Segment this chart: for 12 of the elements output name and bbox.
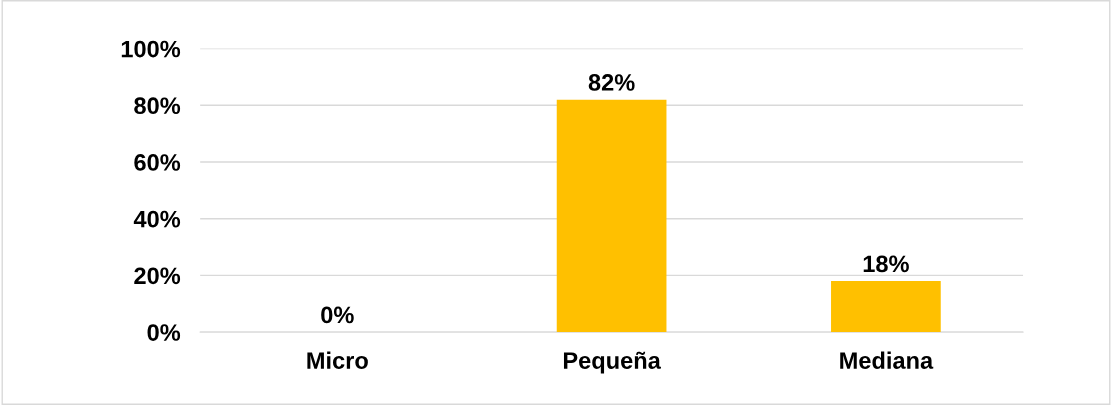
x-tick-label: Micro xyxy=(307,351,368,369)
y-tick-label: 60% xyxy=(134,154,181,171)
x-tick-label: Pequeña xyxy=(563,351,661,374)
y-tick-label: 0% xyxy=(147,324,181,341)
data-label: 0% xyxy=(321,306,354,324)
y-tick-label: 20% xyxy=(134,267,181,285)
x-tick-label: Mediana xyxy=(840,351,934,369)
y-tick-label: 80% xyxy=(134,97,181,115)
y-tick-label: 100% xyxy=(121,40,181,58)
data-label: 18% xyxy=(863,255,909,273)
data-label: 82% xyxy=(588,74,635,91)
y-tick-label: 40% xyxy=(133,210,181,228)
